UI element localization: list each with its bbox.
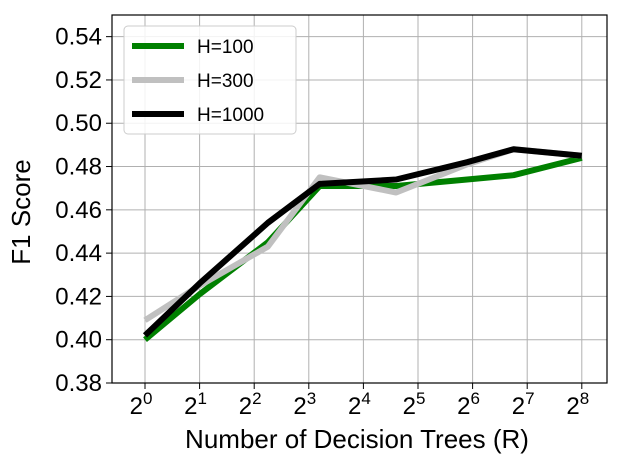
x-tick-base: 2 xyxy=(130,393,143,420)
x-tick-label: 23 xyxy=(293,389,316,420)
x-tick-labels: 20 21 22 23 24 25 26 27 28 xyxy=(130,389,590,420)
x-tick-base: 2 xyxy=(566,393,579,420)
y-tick-label: 0.40 xyxy=(55,327,102,354)
x-tick-base: 2 xyxy=(293,393,306,420)
x-tick-exponent: 1 xyxy=(198,389,207,408)
x-tick-exponent: 4 xyxy=(361,389,370,408)
x-tick-exponent: 7 xyxy=(525,389,534,408)
x-tick-label: 28 xyxy=(566,389,589,420)
x-axis-label: Number of Decision Trees (R) xyxy=(185,424,529,454)
series-lines xyxy=(142,146,583,343)
x-tick-exponent: 5 xyxy=(416,389,425,408)
plot-frame xyxy=(111,14,608,384)
plot-border xyxy=(111,14,608,384)
x-tick-label: 24 xyxy=(348,389,371,420)
legend-box xyxy=(123,25,297,135)
legend: H=100 H=300 H=1000 xyxy=(123,25,297,135)
y-tick-label: 0.50 xyxy=(55,110,102,137)
legend-label: H=1000 xyxy=(197,105,264,126)
series-line-h-1000 xyxy=(142,146,583,338)
y-tick-label: 0.52 xyxy=(55,67,102,94)
x-tick-base: 2 xyxy=(403,393,416,420)
y-tick-label: 0.38 xyxy=(55,370,102,397)
y-tick-labels: 0.38 0.40 0.42 0.44 0.46 0.48 0.50 0.52 0.54 xyxy=(55,24,102,397)
x-tick-base: 2 xyxy=(457,393,470,420)
y-tick-label: 0.48 xyxy=(55,154,102,181)
x-tick-base: 2 xyxy=(184,393,197,420)
x-tick-exponent: 6 xyxy=(471,389,480,408)
x-tick-exponent: 8 xyxy=(580,389,589,408)
x-tick-label: 21 xyxy=(184,389,207,420)
x-tick-label: 27 xyxy=(512,389,535,420)
y-tick-label: 0.42 xyxy=(55,283,102,310)
x-tick-base: 2 xyxy=(239,393,252,420)
y-tick-label: 0.44 xyxy=(55,240,102,267)
x-tick-base: 2 xyxy=(348,393,361,420)
x-tick-base: 2 xyxy=(512,393,525,420)
legend-label: H=300 xyxy=(197,71,254,92)
y-tick-label: 0.54 xyxy=(55,24,102,51)
x-tick-exponent: 2 xyxy=(252,389,261,408)
x-tick-label: 25 xyxy=(403,389,426,420)
x-tick-label: 20 xyxy=(130,389,153,420)
y-tick-label: 0.46 xyxy=(55,197,102,224)
x-tick-exponent: 3 xyxy=(307,389,316,408)
y-axis-label: F1 Score xyxy=(6,159,36,265)
x-tick-exponent: 0 xyxy=(143,389,152,408)
x-tick-label: 26 xyxy=(457,389,480,420)
x-tick-label: 22 xyxy=(239,389,262,420)
legend-label: H=100 xyxy=(197,37,254,58)
